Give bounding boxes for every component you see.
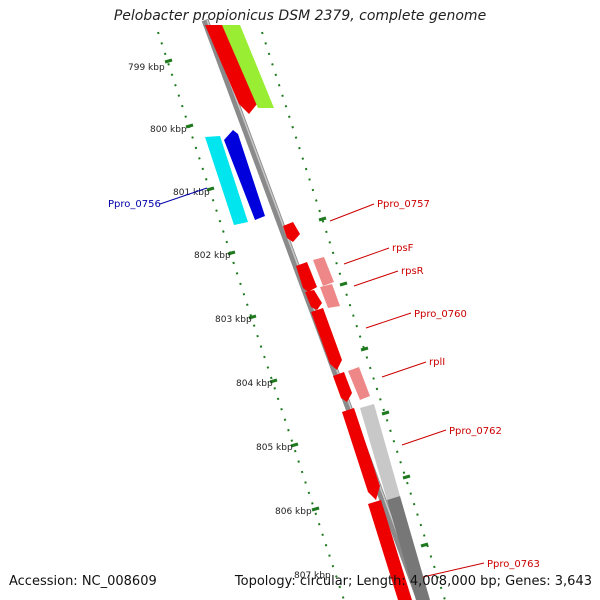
gene-arrow-rpsr[interactable] (305, 290, 322, 310)
accession-label: Accession: NC_008609 (9, 574, 157, 589)
outer-major-tick (402, 474, 411, 480)
cds-bar-rpsf[interactable] (313, 257, 334, 286)
outer-major-tick (360, 346, 369, 352)
leader-line-rpsf (343, 247, 390, 265)
gene-label-rpli[interactable]: rplI (429, 357, 445, 368)
inner-major-tick (206, 186, 215, 192)
leader-line-ppro-0757 (329, 203, 375, 222)
genome-backbone (201, 18, 424, 600)
inner-major-tick (227, 250, 236, 256)
gene-arrow-rpli[interactable] (333, 372, 352, 402)
inner-major-tick (290, 442, 299, 448)
gene-label-ppro-0762[interactable]: Ppro_0762 (449, 426, 502, 437)
gene-arrow-rpsf[interactable] (296, 262, 317, 292)
inner-major-ticks (164, 58, 320, 512)
leader-line-ppro-0763 (422, 562, 485, 578)
cds-bar-rpli[interactable] (348, 367, 370, 400)
gene-arrow-ppro-0757[interactable] (283, 222, 300, 242)
ruler-label: 806 kbp (275, 507, 312, 517)
outer-major-tick (339, 281, 348, 287)
outer-ruler-dots (261, 31, 446, 600)
ruler-label: 800 kbp (150, 125, 187, 135)
genome-backbone-highlight (206, 19, 423, 600)
gene-label-ppro-0760[interactable]: Ppro_0760 (414, 309, 467, 320)
gene-arrow-ppro-0763[interactable] (368, 500, 412, 600)
gene-label-rpsr[interactable]: rpsR (401, 266, 424, 277)
leader-line-ppro-0756 (159, 187, 208, 205)
leader-line-ppro-0762 (401, 429, 447, 446)
cds-bar-rpsr[interactable] (320, 284, 340, 308)
inner-major-tick (185, 123, 194, 129)
inner-major-tick (311, 506, 320, 512)
gene-label-rpsf[interactable]: rpsF (392, 243, 414, 254)
gene-labels: Ppro_0756 Ppro_0757 rpsF rpsR Ppro_0760 … (108, 199, 540, 570)
ruler-label: 804 kbp (236, 379, 273, 389)
cds-bar-upstream[interactable] (222, 25, 274, 108)
leader-line-rpli (381, 361, 427, 378)
gene-label-ppro-0763[interactable]: Ppro_0763 (487, 559, 540, 570)
ruler-label-faded: 807 kbp (294, 571, 331, 581)
leader-lines (159, 187, 485, 578)
outer-major-tick (420, 542, 429, 548)
gene-arrow-ppro-0762[interactable] (342, 408, 380, 500)
inner-major-tick (269, 378, 278, 384)
cds-bar-ppro-0762[interactable] (360, 404, 400, 500)
inner-major-tick (248, 314, 257, 320)
gene-label-ppro-0756[interactable]: Ppro_0756 (108, 199, 161, 210)
gene-arrow-upstream[interactable] (205, 25, 257, 114)
leader-line-rpsr (353, 270, 399, 287)
cds-bar-ppro-0763[interactable] (387, 496, 430, 600)
gene-arrow-ppro-0756[interactable] (224, 130, 265, 220)
ruler-label: 802 kbp (194, 251, 231, 261)
outer-major-tick (381, 410, 390, 416)
ruler-label: 799 kbp (128, 63, 165, 73)
outer-major-tick (318, 216, 327, 222)
gene-arrow-ppro-0760[interactable] (311, 308, 342, 370)
ruler-label: 803 kbp (215, 315, 252, 325)
outer-major-ticks (318, 216, 429, 548)
cds-bar-ppro-0756[interactable] (205, 136, 248, 225)
inner-major-tick (164, 58, 173, 64)
ruler-label: 805 kbp (256, 443, 293, 453)
gene-label-ppro-0757[interactable]: Ppro_0757 (377, 199, 430, 210)
leader-line-ppro-0760 (365, 312, 412, 329)
genome-summary: Topology: circular; Length: 4,008,000 bp… (234, 574, 592, 589)
